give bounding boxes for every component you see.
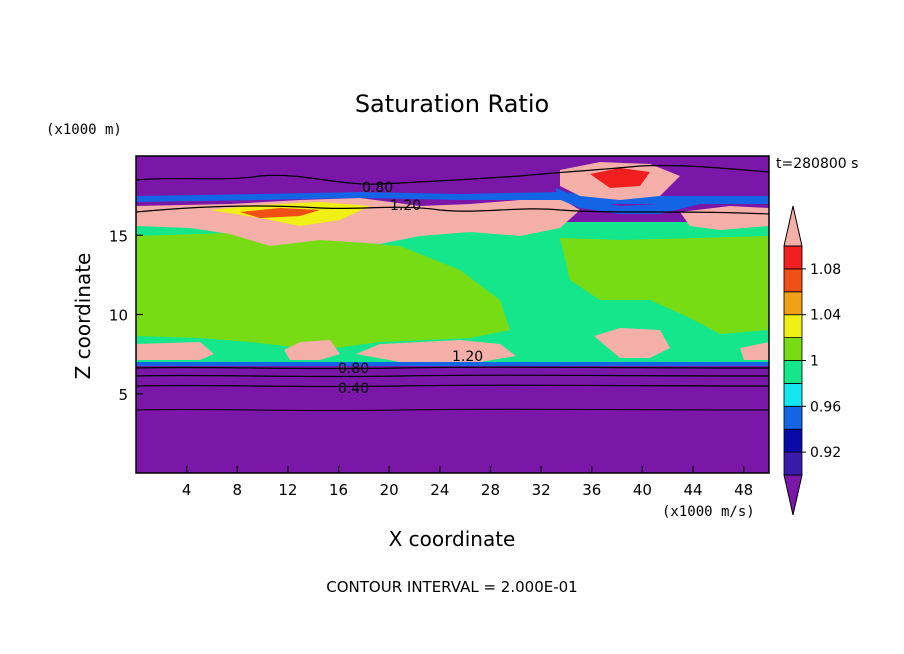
- time-label: t=280800 s: [776, 156, 858, 172]
- x-axis-label: X coordinate: [389, 527, 516, 551]
- x-tick-label: 48: [734, 481, 753, 499]
- colorbar-label: 1.08: [810, 262, 841, 278]
- x-tick-label: 8: [233, 481, 243, 499]
- lower-pink-right: [740, 342, 769, 360]
- colorbar-swatch: [783, 337, 803, 361]
- contour-label: 1.20: [390, 198, 421, 214]
- colorbar-label: 1: [810, 354, 819, 370]
- colorbar-swatch: [783, 428, 803, 453]
- anvil-edge: [556, 188, 700, 214]
- colorbar-label: 1.04: [810, 308, 841, 324]
- contour-060-lower: [136, 374, 769, 378]
- y-axis-ticks: 5 10 15: [109, 227, 143, 404]
- x-tick-label: 12: [278, 481, 297, 499]
- colorbar-label: 0.92: [810, 445, 841, 461]
- colorbar-swatch: [783, 360, 803, 384]
- x-tick-label: 16: [329, 481, 348, 499]
- green-band-right: [560, 236, 769, 334]
- x-axis-ticks: 4 8 12 16 20 24 28 32 36 40 44 48: [182, 466, 753, 499]
- green-band-left: [136, 232, 510, 350]
- y-unit-label: (x1000 m): [46, 122, 122, 138]
- colorbar-swatch: [783, 268, 803, 293]
- contour-040-lower: [136, 384, 769, 388]
- colorbar-upper-arrow: [783, 205, 803, 247]
- lower-pink-2: [356, 340, 516, 362]
- colorbar-swatch: [783, 314, 803, 339]
- contour-080-lower: [136, 366, 769, 370]
- x-tick-label: 20: [380, 481, 399, 499]
- x-unit-label: (x1000 m/s): [662, 504, 755, 520]
- colorbar-label: 0.96: [810, 399, 841, 415]
- anvil-core: [590, 168, 650, 188]
- x-tick-label: 28: [481, 481, 500, 499]
- contour-020-lower: [136, 408, 769, 412]
- contour-label: 0.40: [338, 381, 369, 397]
- colorbar: 0.92 0.96 1 1.04 1.08: [783, 205, 841, 516]
- cloud-base-blue: [136, 362, 769, 366]
- contour-label-group: 0.80 1.20 1.20 0.80 0.40: [338, 180, 483, 397]
- x-tick-label: 32: [532, 481, 551, 499]
- x-tick-label: 36: [582, 481, 601, 499]
- x-tick-label: 4: [182, 481, 192, 499]
- lower-pink-1: [284, 340, 340, 360]
- colorbar-swatch: [783, 291, 803, 316]
- y-tick-label: 15: [109, 227, 128, 245]
- contour-120-upper: [136, 205, 769, 215]
- plot-area: [136, 156, 769, 473]
- lower-pink-3: [594, 328, 670, 358]
- colorbar-lower-arrow: [783, 474, 803, 516]
- upper-layer-red: [240, 208, 320, 218]
- y-tick-label: 5: [118, 386, 128, 404]
- colorbar-swatch: [783, 451, 803, 476]
- contour-label: 1.20: [452, 349, 483, 365]
- y-tick-label: 10: [109, 307, 128, 325]
- footer-text: CONTOUR INTERVAL = 2.000E-01: [326, 578, 577, 596]
- chart-title: Saturation Ratio: [355, 90, 549, 118]
- cloud-top-blue: [136, 192, 769, 204]
- contour-label: 0.80: [338, 361, 369, 377]
- y-axis-label: Z coordinate: [71, 253, 95, 380]
- colorbar-swatch: [783, 382, 803, 407]
- x-tick-label: 24: [430, 481, 449, 499]
- contour-080-upper: [136, 164, 769, 185]
- x-tick-label: 40: [633, 481, 652, 499]
- contour-label: 0.80: [362, 180, 393, 196]
- colorbar-swatch: [783, 405, 803, 430]
- colorbar-swatch: [783, 245, 803, 270]
- x-tick-label: 44: [683, 481, 702, 499]
- lower-pink-left: [136, 342, 214, 360]
